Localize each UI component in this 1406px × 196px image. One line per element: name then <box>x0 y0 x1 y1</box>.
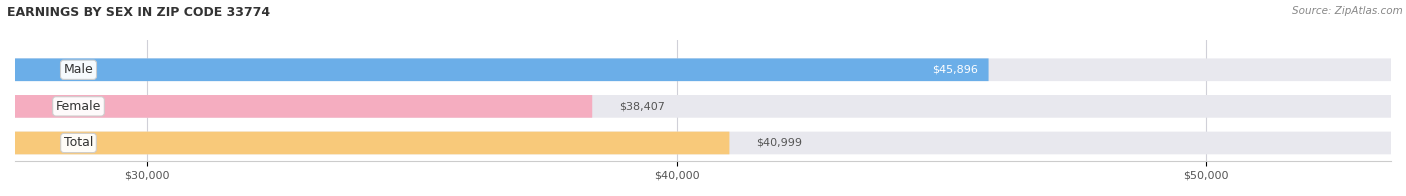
Text: $38,407: $38,407 <box>619 101 665 111</box>
Text: Male: Male <box>63 63 93 76</box>
Text: Source: ZipAtlas.com: Source: ZipAtlas.com <box>1292 6 1403 16</box>
Text: EARNINGS BY SEX IN ZIP CODE 33774: EARNINGS BY SEX IN ZIP CODE 33774 <box>7 6 270 19</box>
FancyBboxPatch shape <box>15 95 592 118</box>
FancyBboxPatch shape <box>15 132 1391 154</box>
FancyBboxPatch shape <box>15 95 1391 118</box>
Text: $40,999: $40,999 <box>756 138 801 148</box>
Text: Total: Total <box>63 136 93 150</box>
Text: $45,896: $45,896 <box>932 65 979 75</box>
FancyBboxPatch shape <box>15 58 1391 81</box>
FancyBboxPatch shape <box>15 132 730 154</box>
Text: Female: Female <box>56 100 101 113</box>
FancyBboxPatch shape <box>15 58 988 81</box>
